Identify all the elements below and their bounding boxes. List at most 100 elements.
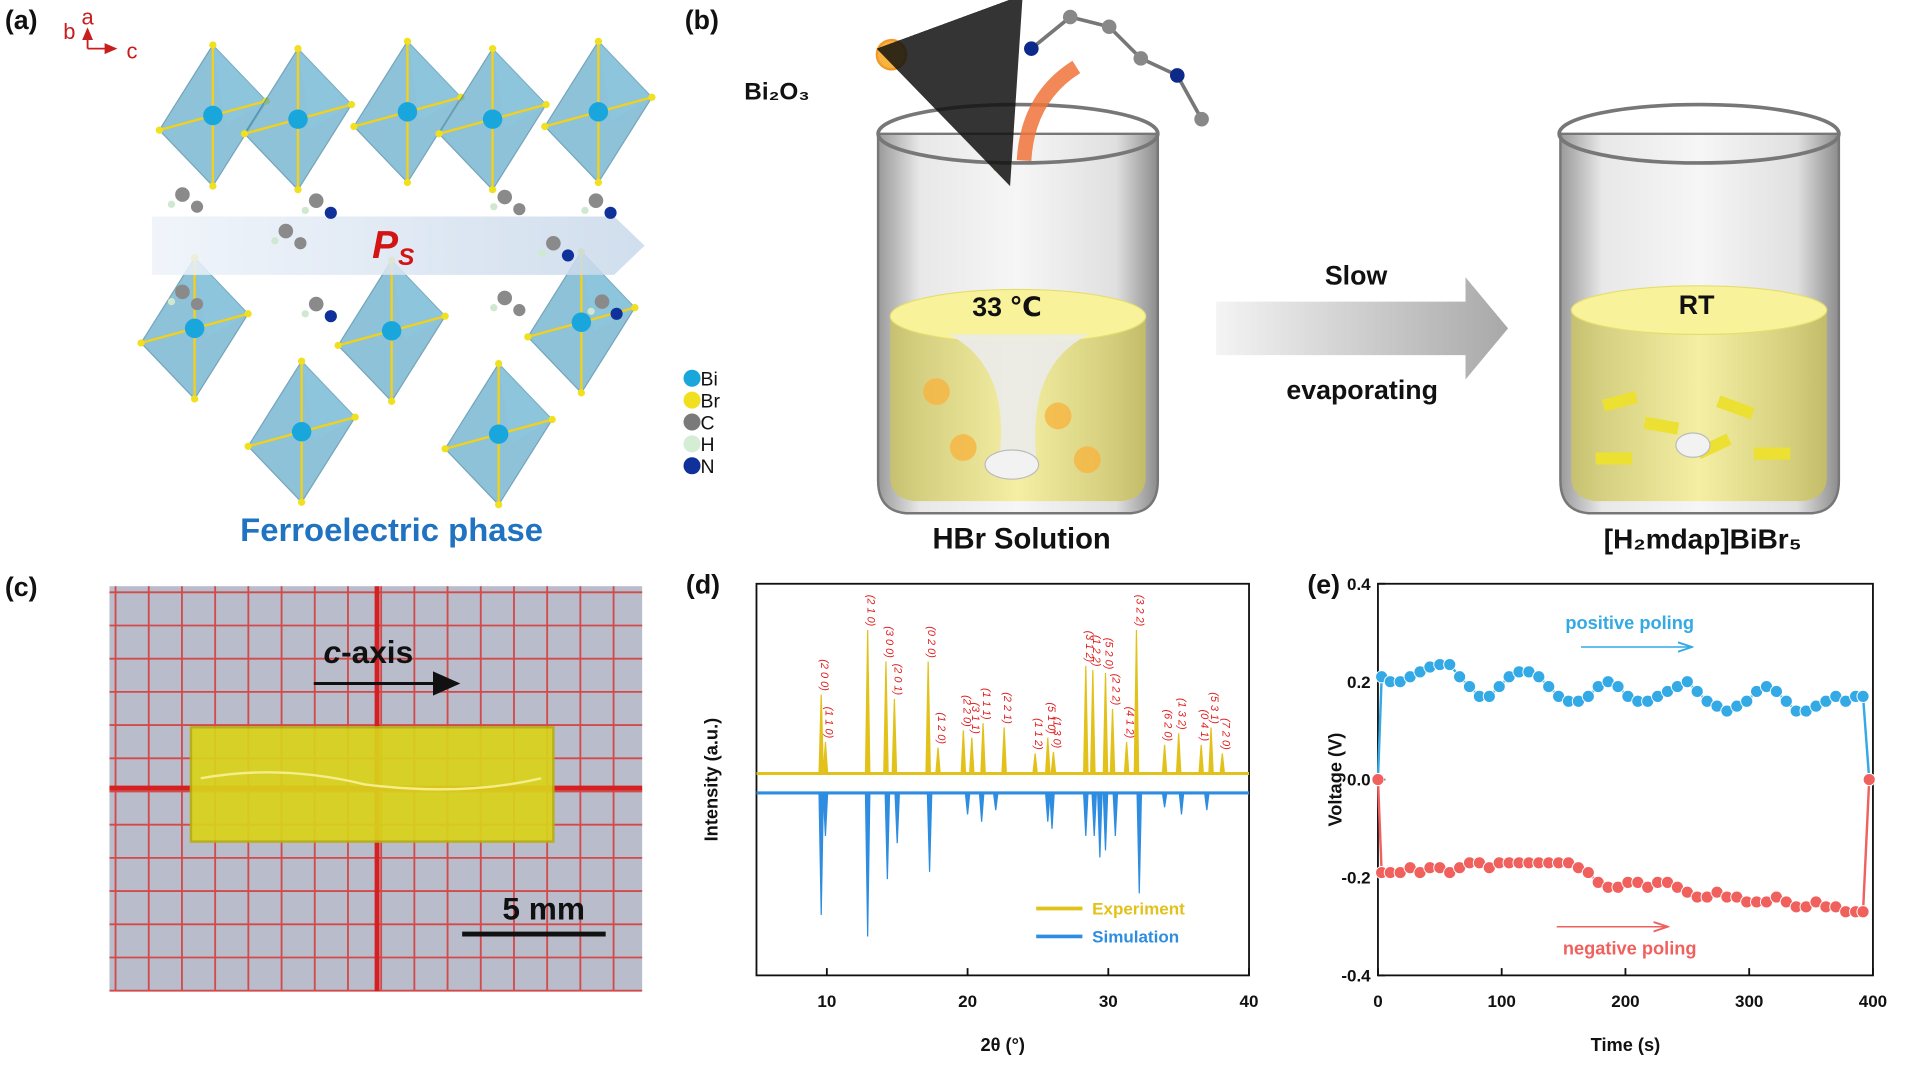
beaker-rt	[1557, 102, 1841, 515]
peak-label: (1 1 0)	[822, 707, 834, 739]
peak	[926, 792, 933, 872]
data-point	[1581, 689, 1595, 703]
x-tick-label: 20	[958, 992, 977, 1011]
peak	[818, 792, 825, 915]
atom-br	[548, 415, 556, 424]
octahedron	[541, 37, 656, 187]
peak-label: (2 0 1)	[891, 664, 903, 696]
atom-br	[387, 397, 396, 405]
y-tick-label: -0.4	[1341, 966, 1371, 985]
atom-n	[1169, 68, 1185, 83]
atom-c	[278, 223, 294, 239]
peak	[1123, 741, 1130, 775]
atom-bi	[588, 102, 609, 122]
atom-h	[581, 206, 589, 215]
peak	[1090, 670, 1096, 775]
atom-br	[594, 178, 603, 187]
data-point	[1453, 670, 1467, 684]
data-point	[1856, 689, 1870, 703]
particle	[1073, 446, 1101, 474]
atom-br	[351, 413, 359, 421]
peak	[1112, 792, 1119, 837]
peak-label: (3 0 0)	[883, 626, 895, 658]
data-point	[1443, 657, 1457, 672]
atom-c	[1133, 51, 1149, 66]
peak-label: (1 2 0)	[935, 712, 947, 744]
vortex	[948, 334, 1089, 457]
atom-bi	[571, 312, 592, 333]
peak	[1133, 629, 1140, 775]
y-tick-label: 0.2	[1347, 673, 1371, 692]
atom-c	[497, 189, 513, 205]
octahedron	[137, 254, 252, 403]
x-tick-label: 300	[1735, 992, 1763, 1011]
legend-label: N	[701, 456, 715, 478]
atom-bi	[381, 321, 402, 341]
peak	[1219, 753, 1226, 775]
data-point	[1542, 679, 1556, 694]
atom-br	[542, 100, 550, 109]
atom-br	[209, 182, 217, 190]
atom-br	[403, 178, 412, 187]
crystal-texture	[200, 771, 542, 791]
charts: (d) 10 20 30 40 2θ (°) Intensity (a.u.) (2 0 0)…	[686, 569, 1887, 1054]
beaker-heated	[876, 0, 1160, 515]
ligand-chain	[1030, 15, 1204, 121]
atom-br	[347, 100, 356, 109]
atom-h	[301, 310, 309, 318]
atom-n	[561, 249, 575, 262]
atom-br	[577, 389, 585, 397]
data-point	[1856, 905, 1870, 919]
ps-subscript: S	[398, 244, 414, 271]
atom-br	[494, 501, 503, 509]
panel-label: (d)	[686, 569, 720, 599]
crystal-axis-label: c-axis	[324, 634, 414, 670]
panel-label: (e)	[1307, 569, 1340, 599]
atom-bi	[288, 109, 308, 129]
peak-label: (3 2 2)	[1133, 595, 1145, 627]
data-point	[1769, 684, 1783, 699]
peak	[980, 723, 986, 775]
legend-label: Br	[701, 390, 721, 412]
peak	[1097, 792, 1103, 858]
peak-label: (1 1 1)	[980, 688, 992, 720]
process-label: evaporating	[1286, 375, 1438, 405]
atom-br	[334, 341, 342, 350]
bi2o3-particle	[875, 38, 908, 71]
axis-word: -axis	[341, 634, 413, 670]
peak-label: (1 2 2)	[1090, 635, 1102, 667]
atom-bi	[397, 102, 418, 122]
peak	[894, 792, 901, 844]
peak	[1175, 733, 1182, 775]
x-tick-label: 200	[1611, 992, 1639, 1011]
atom-c	[1101, 19, 1117, 35]
peak-label: (1 3 2)	[1176, 698, 1188, 730]
octahedron	[350, 37, 465, 187]
xrd-chart: (d) 10 20 30 40 2θ (°) Intensity (a.u.) (2 0 0)…	[686, 569, 1259, 1054]
peak-label: (2 2 1)	[1001, 692, 1013, 724]
atom-br	[488, 44, 497, 53]
data-point	[1740, 694, 1754, 708]
peak-label: (4 1 2)	[1124, 707, 1136, 739]
data-point	[1690, 684, 1704, 699]
peak	[891, 698, 898, 775]
peak	[1091, 792, 1098, 837]
data-point	[1492, 679, 1506, 694]
solution-label: HBr Solution	[932, 523, 1110, 555]
axis-letter: a	[81, 4, 94, 29]
data-point	[1680, 675, 1694, 689]
x-tick-label: 400	[1859, 992, 1887, 1011]
crystal	[1753, 447, 1791, 460]
atom-h	[538, 249, 547, 257]
voltage-chart: (e) 0 100 200 300 400 Time (s) Voltage (V) -0.4 -…	[1307, 569, 1887, 1054]
atom-br	[294, 186, 302, 194]
product-label: [H₂mdap]BiBr₅	[1604, 523, 1802, 554]
peak-label: (2 1 0)	[865, 595, 877, 627]
peak-label: (3 1 1)	[969, 702, 981, 734]
ps-symbol-main: P	[372, 224, 398, 267]
atom-br	[524, 333, 532, 341]
peak	[1044, 737, 1051, 775]
crystal	[1643, 416, 1680, 435]
